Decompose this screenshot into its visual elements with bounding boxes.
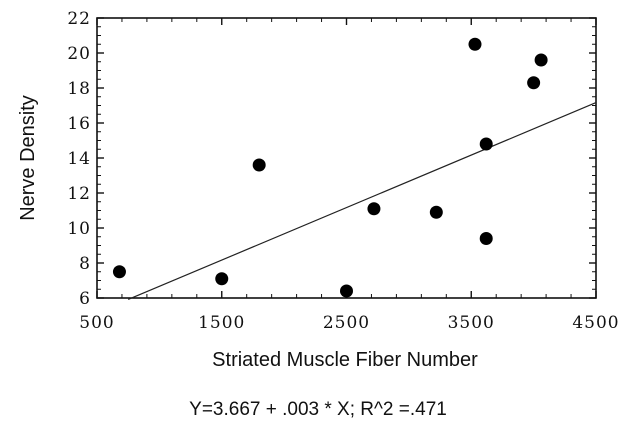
y-tick-label: 18 xyxy=(67,79,91,99)
y-tick-label: 22 xyxy=(67,9,91,29)
data-point xyxy=(367,202,381,216)
regression-caption: Y=3.667 + .003 * X; R^2 =.471 xyxy=(189,399,447,420)
data-point xyxy=(468,37,482,51)
plot-border xyxy=(96,17,597,299)
data-point xyxy=(479,137,493,151)
x-axis-ticks: 500 1500 2500 3500 4500 xyxy=(79,18,619,333)
data-point xyxy=(429,205,443,219)
x-tick-label: 3500 xyxy=(448,313,495,333)
y-axis-title: Nerve Density xyxy=(17,95,39,221)
data-point xyxy=(527,76,541,90)
y-tick-label: 10 xyxy=(67,219,91,239)
x-tick-label: 500 xyxy=(79,313,114,333)
data-point xyxy=(252,158,266,172)
y-tick-label: 16 xyxy=(67,114,91,134)
y-tick-label: 20 xyxy=(67,44,91,64)
x-axis-title: Striated Muscle Fiber Number xyxy=(212,349,478,371)
regression-line-group xyxy=(127,102,597,301)
data-point xyxy=(479,232,493,245)
data-points xyxy=(112,37,548,298)
data-point xyxy=(215,272,229,286)
x-tick-label: 2500 xyxy=(323,313,370,333)
y-tick-label: 12 xyxy=(67,184,91,204)
y-axis-ticks: 6 8 10 12 14 16 18 20 22 xyxy=(67,9,596,309)
data-point xyxy=(534,53,548,67)
plot-frame xyxy=(96,17,597,299)
y-tick-label: 6 xyxy=(79,289,91,309)
data-point xyxy=(112,265,126,279)
y-tick-label: 8 xyxy=(79,254,91,274)
x-tick-label: 1500 xyxy=(198,313,245,333)
regression-line xyxy=(127,102,597,301)
data-point xyxy=(340,284,353,298)
x-tick-label: 4500 xyxy=(572,313,619,333)
y-tick-label: 14 xyxy=(67,149,91,169)
